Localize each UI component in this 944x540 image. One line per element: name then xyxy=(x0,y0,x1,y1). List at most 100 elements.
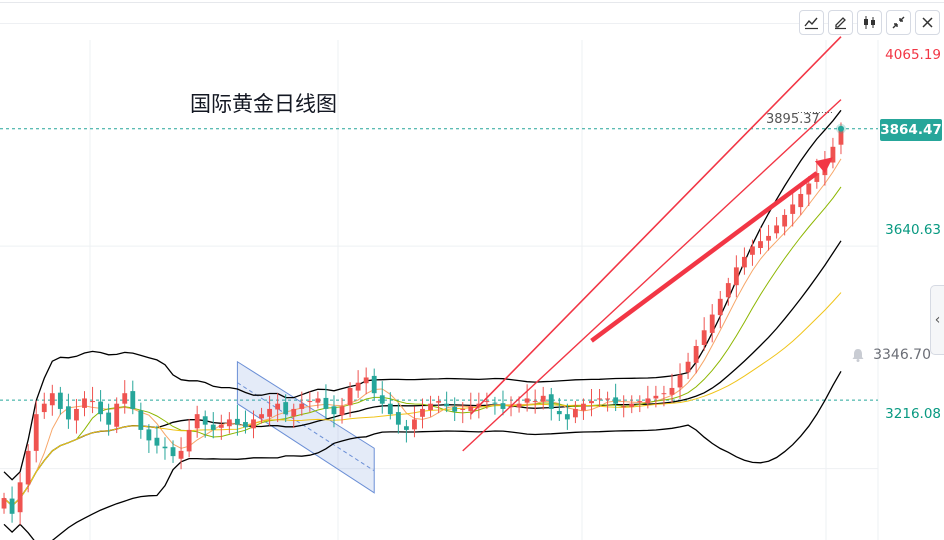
candle xyxy=(251,410,256,439)
candle xyxy=(347,382,353,418)
candle xyxy=(444,391,450,413)
candle xyxy=(363,367,369,395)
candle xyxy=(114,397,120,434)
candle xyxy=(74,398,79,434)
candle xyxy=(379,381,385,414)
candle xyxy=(90,386,95,414)
candlestick-button[interactable] xyxy=(857,10,882,35)
candle-body xyxy=(25,450,31,485)
candle-body xyxy=(49,393,55,406)
candle-body xyxy=(685,361,691,373)
candle xyxy=(1,492,7,514)
candle xyxy=(49,384,55,416)
candle xyxy=(782,209,788,236)
candle-body xyxy=(621,406,627,408)
candle-body xyxy=(387,403,393,415)
y-tick-label: 4065.19 xyxy=(885,47,941,63)
candle-body xyxy=(339,406,345,416)
candle xyxy=(500,390,506,416)
candle-body xyxy=(492,402,498,404)
candle-body xyxy=(33,414,39,451)
candle-body xyxy=(202,416,208,425)
candle xyxy=(669,373,675,403)
candle xyxy=(307,391,313,413)
candle xyxy=(82,391,87,417)
candle-body xyxy=(798,193,804,208)
candle-body xyxy=(444,403,450,407)
candle-body xyxy=(725,283,731,298)
channel-area xyxy=(236,360,375,494)
bollinger-lower-line xyxy=(3,370,842,540)
candle-body xyxy=(709,314,715,333)
candle xyxy=(323,384,329,419)
candle xyxy=(677,363,683,399)
candle-body xyxy=(661,393,667,395)
candle-body xyxy=(243,422,248,428)
candle-body xyxy=(766,235,771,241)
close-button[interactable] xyxy=(915,10,940,35)
draw-button[interactable] xyxy=(828,10,853,35)
candle xyxy=(452,397,458,421)
candle xyxy=(725,277,731,306)
candle xyxy=(524,384,530,412)
candle xyxy=(146,424,152,453)
candle-body xyxy=(653,395,659,399)
candle xyxy=(790,191,796,227)
bollinger-upper-line xyxy=(3,109,842,481)
candle xyxy=(395,403,401,434)
collapse-panel-button[interactable]: ‹ xyxy=(930,285,944,355)
high-price-label: 3895.37 xyxy=(766,112,820,127)
candle xyxy=(41,392,47,419)
candle-body xyxy=(259,414,264,419)
candle xyxy=(17,472,23,525)
candle-body xyxy=(331,406,337,415)
candle xyxy=(339,397,345,424)
candle-body xyxy=(299,403,305,409)
candle xyxy=(460,402,466,424)
candle-body xyxy=(556,411,562,415)
shrink-icon xyxy=(892,16,905,29)
candle-body xyxy=(395,412,401,425)
candle xyxy=(709,304,715,343)
descending-channel[interactable] xyxy=(236,360,375,494)
draw-icon xyxy=(835,17,846,30)
moving-averages xyxy=(3,158,842,507)
candle xyxy=(556,397,562,421)
candle-body xyxy=(750,246,755,255)
bell-icon[interactable] xyxy=(850,347,866,363)
candle-body xyxy=(106,412,112,425)
candle xyxy=(597,389,602,407)
shrink-button[interactable] xyxy=(886,10,911,35)
candle xyxy=(106,403,112,436)
candle xyxy=(484,392,490,409)
candle-body xyxy=(291,408,297,417)
candle-body xyxy=(146,429,152,441)
y-tick-label: 3640.63 xyxy=(885,222,941,238)
candle xyxy=(581,398,586,420)
candle xyxy=(25,444,31,493)
candle xyxy=(830,137,836,169)
candle-body xyxy=(307,401,313,403)
candle xyxy=(605,391,611,412)
last-price-dot xyxy=(837,125,844,132)
candle-body xyxy=(9,498,15,514)
candle-body xyxy=(275,403,281,410)
candle-body xyxy=(589,401,594,404)
candle xyxy=(170,440,176,463)
price-markers xyxy=(797,112,846,134)
candle-body xyxy=(194,414,200,429)
candle-body xyxy=(420,408,425,417)
candle-body xyxy=(484,401,490,403)
candle-body xyxy=(524,398,530,403)
candle xyxy=(275,393,281,423)
candle xyxy=(766,224,771,251)
candle xyxy=(661,385,667,407)
candle-body xyxy=(41,403,47,413)
candle xyxy=(653,385,659,408)
candle xyxy=(130,380,136,415)
candle-body xyxy=(412,419,417,430)
indicator-button[interactable] xyxy=(799,10,824,35)
trend-lines[interactable] xyxy=(462,36,842,452)
current-price-tag: 3864.47 xyxy=(880,119,942,141)
